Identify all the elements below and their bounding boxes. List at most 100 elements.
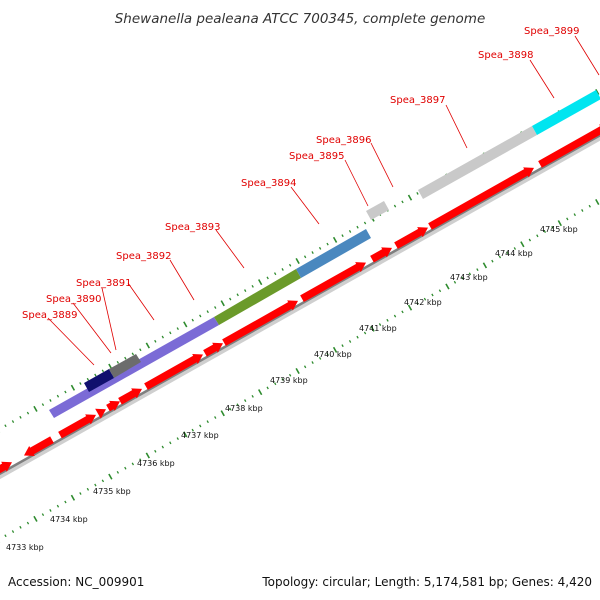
cds-arrow xyxy=(144,354,203,390)
tick-mark xyxy=(295,368,300,375)
tick-mark xyxy=(79,492,82,495)
kbp-label-4742: 4742 kbp xyxy=(404,298,442,307)
tick-mark xyxy=(332,236,338,243)
tick-mark xyxy=(33,515,38,522)
tick-mark xyxy=(356,225,359,229)
tick-mark xyxy=(79,382,82,385)
tick-mark xyxy=(11,530,15,533)
cds-arrow xyxy=(222,300,298,346)
tick-mark xyxy=(206,420,209,424)
cog-band-purple-3889 xyxy=(49,317,219,418)
gene-label-spea-3898: Spea_3898 xyxy=(478,50,533,61)
tick-mark xyxy=(26,411,30,415)
tick-mark xyxy=(273,272,277,276)
tick-mark xyxy=(169,331,172,335)
tick-mark xyxy=(476,268,479,272)
cog-track xyxy=(49,90,600,418)
tick-mark xyxy=(326,242,329,246)
gene-label-spea-3892: Spea_3892 xyxy=(116,251,171,262)
gene-label-spea-3889: Spea_3889 xyxy=(22,310,77,321)
tick-mark xyxy=(145,452,150,459)
tick-mark xyxy=(332,346,338,353)
accession-text: Accession: NC_009901 xyxy=(8,575,144,589)
tick-mark xyxy=(453,280,457,284)
tick-mark xyxy=(416,192,419,195)
tick-mark xyxy=(536,234,539,238)
kbp-label-4736: 4736 kbp xyxy=(137,459,175,468)
tick-mark xyxy=(154,339,157,343)
gene-label-spea-3899: Spea_3899 xyxy=(524,26,579,37)
summary-text: Topology: circular; Length: 5,174,581 bp… xyxy=(261,575,592,589)
tick-mark xyxy=(557,220,562,227)
tick-mark xyxy=(401,200,404,204)
tick-mark xyxy=(64,500,67,504)
tick-mark xyxy=(19,415,22,419)
tick-mark xyxy=(214,306,217,309)
tick-mark xyxy=(311,251,314,254)
tick-mark xyxy=(543,230,547,233)
tick-mark xyxy=(229,297,232,301)
tick-mark xyxy=(588,204,591,208)
kbp-labels: 4733 kbp 4734 kbp 4735 kbp 4736 kbp 4737… xyxy=(6,225,578,552)
tick-mark xyxy=(139,348,142,352)
tick-mark xyxy=(318,246,322,250)
tick-mark xyxy=(49,399,52,402)
gene-label-spea-3894: Spea_3894 xyxy=(241,178,296,189)
tick-mark xyxy=(26,521,30,525)
tick-mark xyxy=(423,297,427,301)
cog-band-cyan-3898 xyxy=(532,90,600,135)
tick-mark xyxy=(461,276,464,280)
cog-band-olive-3893 xyxy=(214,269,301,325)
tick-mark xyxy=(41,403,45,407)
tick-mark xyxy=(370,325,375,332)
tick-mark xyxy=(393,314,397,318)
tick-mark xyxy=(191,318,194,322)
kbp-label-4745: 4745 kbp xyxy=(540,225,578,234)
tick-mark xyxy=(251,394,254,398)
cds-arrow xyxy=(58,414,96,439)
gene-labels: Spea_3889 Spea_3890 Spea_3891 Spea_3892 … xyxy=(22,26,600,366)
tick-mark xyxy=(431,293,434,297)
tick-mark xyxy=(363,331,367,335)
tick-mark xyxy=(94,483,97,487)
kbp-label-4735: 4735 kbp xyxy=(93,487,131,496)
tick-mark xyxy=(341,344,344,348)
tick-mark xyxy=(49,509,52,512)
cds-arrow xyxy=(370,247,392,263)
tick-mark xyxy=(303,255,307,259)
tick-mark xyxy=(86,487,90,491)
cog-band-steelblue-3894 xyxy=(296,229,371,278)
cds-arrow xyxy=(95,408,106,419)
cds-arrow xyxy=(394,227,428,249)
tick-mark xyxy=(401,310,404,314)
tick-mark xyxy=(491,259,494,263)
cog-band-grey-3891 xyxy=(109,354,141,378)
tick-mark xyxy=(378,323,382,326)
tick-mark xyxy=(199,424,202,428)
tick-mark xyxy=(595,89,600,96)
tick-mark xyxy=(281,268,284,271)
tick-mark xyxy=(19,525,22,529)
tick-mark xyxy=(393,204,397,208)
tick-mark xyxy=(356,335,359,339)
cog-band-navy-3890 xyxy=(84,369,114,392)
tick-mark xyxy=(4,424,7,428)
cds-track xyxy=(0,124,600,474)
cds-arrow xyxy=(538,124,600,168)
tick-mark xyxy=(288,373,292,377)
tick-mark xyxy=(33,405,38,412)
tick-mark xyxy=(101,479,105,483)
tick-mark xyxy=(176,327,179,331)
tick-mark xyxy=(595,199,600,206)
kbp-label-4740: 4740 kbp xyxy=(314,350,352,359)
tick-mark xyxy=(199,314,202,318)
kbp-label-4737: 4737 kbp xyxy=(181,431,219,440)
cds-arrow xyxy=(300,262,366,302)
cds-arrow xyxy=(203,342,223,357)
tick-mark xyxy=(468,272,472,276)
tick-mark xyxy=(56,504,60,508)
tick-mark xyxy=(236,293,239,297)
tick-mark xyxy=(131,352,135,356)
tick-mark xyxy=(573,213,576,217)
gene-label-spea-3890: Spea_3890 xyxy=(46,294,101,305)
